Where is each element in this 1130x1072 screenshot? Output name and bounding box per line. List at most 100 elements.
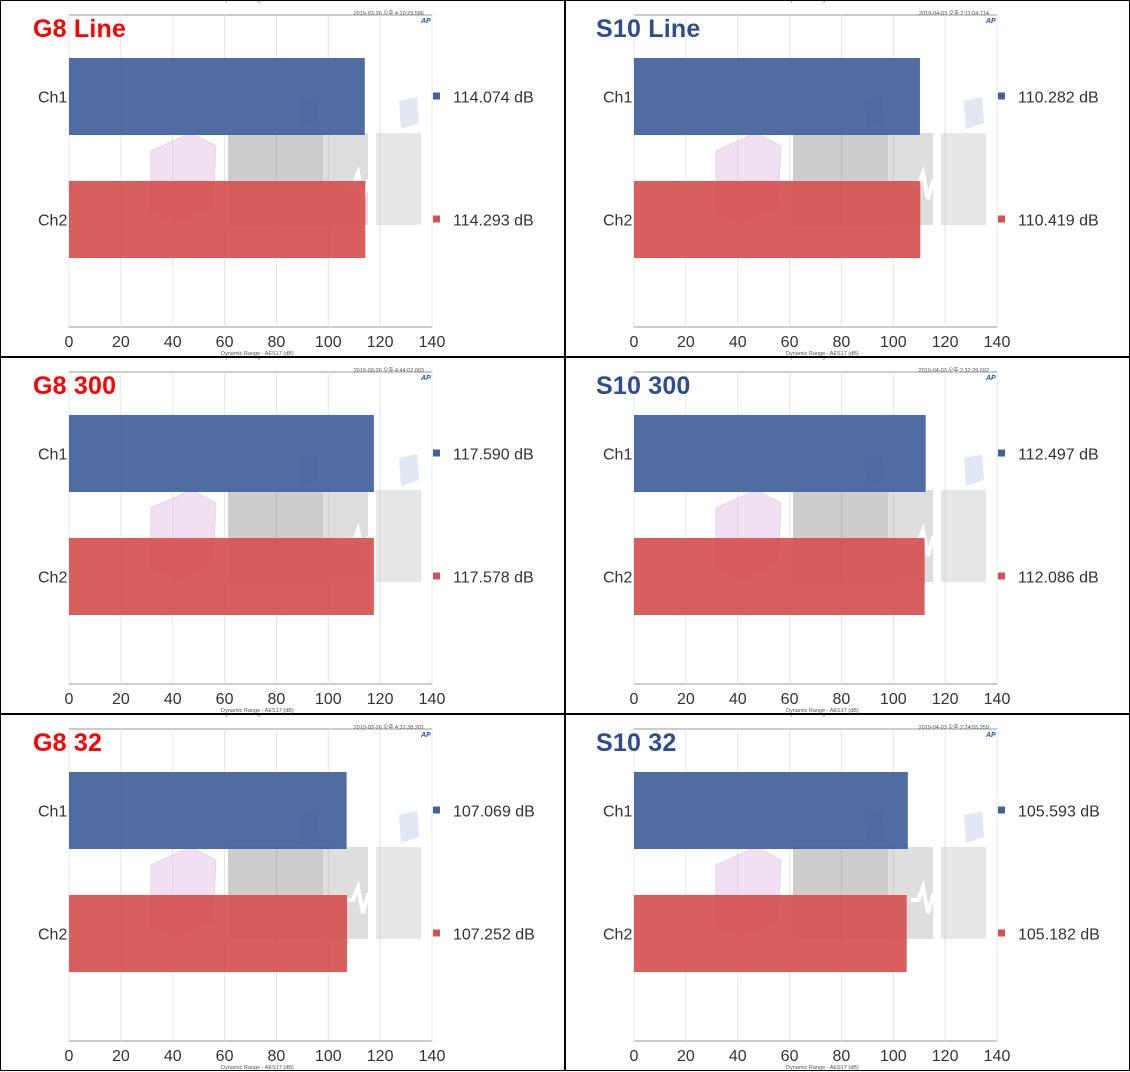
chart-svg: 0 20 40 60 80 100 120 140 Ch1 107.069 dB Ch2 107.25… (38, 728, 535, 1065)
chart-panel-2: 0 20 40 60 80 100 120 140 Ch1 110.282 dB Ch2 110.41… (565, 0, 1130, 357)
panel-title: S10 300 (596, 372, 691, 400)
bar-ch2 (69, 181, 366, 258)
legend-swatch (998, 572, 1005, 580)
chart-header: Dynamic Range - AES17 (221, 0, 288, 3)
x-tick-label: 100 (315, 1048, 342, 1065)
x-tick-label: 20 (112, 691, 130, 708)
category-label: Ch1 (38, 804, 67, 821)
x-tick-label: 80 (268, 1048, 286, 1065)
x-tick-label: 60 (781, 1048, 799, 1065)
chart-svg: 0 20 40 60 80 100 120 140 Ch1 114.074 dB Ch2 114.29… (38, 14, 534, 351)
x-axis-label: Dynamic Range - AES17 (dB) (221, 1065, 294, 1071)
x-tick-label: 0 (65, 691, 74, 708)
category-label: Ch1 (38, 90, 67, 107)
x-tick-label: 60 (781, 691, 799, 708)
x-tick-label: 120 (932, 334, 959, 351)
chart-timestamp: 2019-03-26 오후 4:31:38.201 (353, 725, 424, 731)
legend-swatch (998, 92, 1005, 100)
panel-title: S10 Line (596, 15, 701, 43)
x-tick-label: 100 (880, 334, 907, 351)
category-label: Ch2 (38, 570, 67, 587)
ap-logo-icon: AP (986, 732, 996, 739)
x-tick-label: 80 (268, 334, 286, 351)
chart-timestamp: 2019-03-26 오후 4:44:02.003 (353, 368, 424, 374)
chart-timestamp: 2019-04-03 오후 2:24:55.259 (918, 725, 989, 731)
data-label: 117.578 dB (453, 570, 534, 587)
x-tick-label: 0 (65, 334, 74, 351)
x-tick-label: 60 (216, 1048, 234, 1065)
data-label: 105.182 dB (1018, 927, 1100, 944)
chart-header: Dynamic Range - AES17 (786, 714, 853, 717)
chart-panel-3: 0 20 40 60 80 100 120 140 Ch1 117.590 dB Ch2 117.57… (0, 357, 565, 714)
x-tick-label: 40 (729, 1048, 747, 1065)
bar-ch1 (69, 415, 374, 492)
bar-ch1 (69, 58, 365, 135)
bar-ch2 (634, 181, 921, 258)
data-label: 107.252 dB (453, 927, 535, 944)
x-tick-label: 0 (630, 691, 639, 708)
bar-ch1 (634, 772, 908, 849)
x-tick-label: 20 (677, 1048, 695, 1065)
x-tick-label: 0 (630, 334, 639, 351)
legend-swatch (433, 572, 440, 580)
category-label: Ch1 (38, 447, 67, 464)
category-label: Ch2 (603, 213, 632, 230)
x-tick-label: 100 (315, 334, 342, 351)
legend-swatch (998, 215, 1005, 223)
x-tick-label: 60 (216, 691, 234, 708)
x-tick-label: 60 (216, 334, 234, 351)
x-tick-label: 80 (833, 1048, 851, 1065)
legend-swatch (433, 215, 440, 223)
panel-title: G8 Line (33, 15, 127, 43)
bar-ch1 (69, 772, 347, 849)
bar-ch2 (634, 538, 925, 615)
chart-panel-6: 0 20 40 60 80 100 120 140 Ch1 105.593 dB Ch2 105.18… (565, 714, 1130, 1071)
data-label: 110.282 dB (1018, 90, 1099, 107)
x-tick-label: 120 (367, 334, 394, 351)
ap-logo-icon: AP (986, 375, 996, 382)
x-tick-label: 80 (833, 334, 851, 351)
legend-swatch (998, 806, 1005, 814)
chart-panel-1: 0 20 40 60 80 100 120 140 Ch1 114.074 dB Ch2 114.29… (0, 0, 565, 357)
data-label: 110.419 dB (1018, 213, 1099, 230)
data-label: 114.293 dB (453, 213, 534, 230)
chart-panel-4: 0 20 40 60 80 100 120 140 Ch1 112.497 dB Ch2 112.08… (565, 357, 1130, 714)
chart-timestamp: 2019-04-03 오후 2:32:29.692 (918, 368, 989, 374)
panel-title: G8 32 (33, 729, 103, 757)
data-label: 112.086 dB (1018, 570, 1099, 587)
chart-timestamp: 2019-04-03 오후 2:11:04.714 (919, 11, 989, 17)
x-tick-label: 60 (781, 334, 799, 351)
x-tick-label: 40 (164, 334, 182, 351)
x-axis-label: Dynamic Range - AES17 (dB) (786, 1065, 859, 1071)
bar-ch2 (634, 895, 907, 972)
x-tick-label: 120 (932, 1048, 959, 1065)
data-label: 105.593 dB (1018, 804, 1100, 821)
x-axis-label: Dynamic Range - AES17 (dB) (221, 351, 294, 357)
x-axis-label: Dynamic Range - AES17 (dB) (221, 708, 294, 714)
x-tick-label: 140 (984, 1048, 1011, 1065)
x-tick-label: 40 (164, 1048, 182, 1065)
x-tick-label: 20 (677, 334, 695, 351)
category-label: Ch2 (603, 570, 632, 587)
x-tick-label: 20 (677, 691, 695, 708)
legend-swatch (998, 449, 1005, 457)
x-tick-label: 100 (880, 691, 907, 708)
chart-timestamp: 2019-03-26 오후 4:19:29.586 (353, 11, 424, 17)
data-label: 114.074 dB (453, 90, 534, 107)
ap-logo-icon: AP (986, 18, 996, 25)
chart-svg: 0 20 40 60 80 100 120 140 Ch1 117.590 dB Ch2 117.57… (38, 371, 534, 708)
chart-header: Dynamic Range - AES17 (221, 357, 288, 360)
x-tick-label: 140 (419, 334, 446, 351)
data-label: 117.590 dB (453, 447, 534, 464)
x-tick-label: 20 (112, 334, 130, 351)
bar-ch2 (69, 895, 348, 972)
category-label: Ch2 (38, 927, 67, 944)
category-label: Ch2 (603, 927, 632, 944)
x-tick-label: 120 (367, 1048, 394, 1065)
category-label: Ch2 (38, 213, 67, 230)
bar-ch1 (634, 58, 920, 135)
x-tick-label: 140 (419, 691, 446, 708)
x-tick-label: 0 (630, 1048, 639, 1065)
x-tick-label: 100 (315, 691, 342, 708)
